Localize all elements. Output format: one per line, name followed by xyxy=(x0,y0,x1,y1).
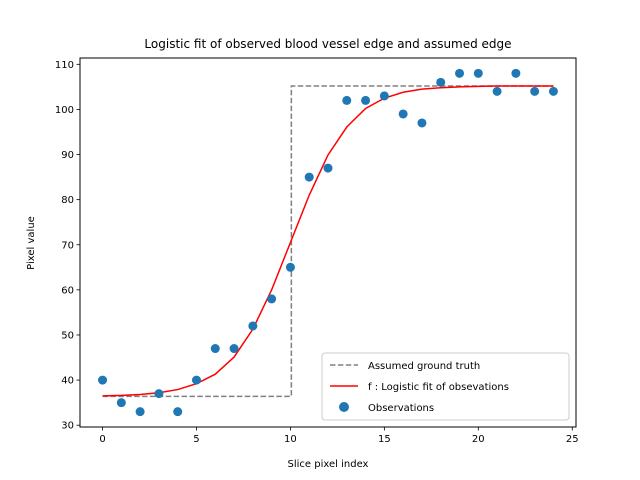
y-axis: 30 40 50 60 70 80 90 100 110 xyxy=(55,60,80,432)
observation-point xyxy=(229,344,239,354)
observation-point xyxy=(473,68,483,78)
y-tick-label: 30 xyxy=(61,421,74,432)
legend: Assumed ground truth f : Logistic fit of… xyxy=(321,352,570,421)
observation-point xyxy=(116,398,126,408)
legend-label-observations: Observations xyxy=(368,403,434,414)
y-tick-label: 40 xyxy=(61,376,74,387)
observation-point xyxy=(455,68,465,78)
y-tick-label: 70 xyxy=(61,240,74,251)
observation-point xyxy=(173,407,183,417)
observation-point xyxy=(304,172,314,182)
observation-point xyxy=(342,95,352,105)
observation-point xyxy=(548,86,558,96)
legend-label-ground-truth: Assumed ground truth xyxy=(368,361,480,372)
y-axis-label: Pixel value xyxy=(26,216,37,270)
x-tick-label: 15 xyxy=(378,434,391,445)
y-tick-label: 110 xyxy=(55,60,74,71)
x-axis-label: Slice pixel index xyxy=(288,459,369,470)
chart-title: Logistic fit of observed blood vessel ed… xyxy=(144,37,511,51)
x-tick-label: 0 xyxy=(99,434,105,445)
legend-label-logistic-fit: f : Logistic fit of obsevations xyxy=(368,382,509,393)
series-layer xyxy=(98,68,558,417)
x-tick-label: 5 xyxy=(193,434,199,445)
observation-point xyxy=(191,375,201,385)
y-tick-label: 80 xyxy=(61,195,74,206)
y-tick-label: 60 xyxy=(61,285,74,296)
observation-point xyxy=(210,344,220,354)
observation-point xyxy=(323,163,333,173)
observation-point xyxy=(417,118,427,128)
y-tick-label: 50 xyxy=(61,330,74,341)
observation-point xyxy=(511,68,521,78)
y-tick-label: 90 xyxy=(61,150,74,161)
plot-frame xyxy=(79,57,577,428)
x-tick-label: 20 xyxy=(472,434,485,445)
observation-point xyxy=(361,95,371,105)
legend-swatch-observations xyxy=(339,402,349,412)
observation-point xyxy=(379,91,389,101)
observation-point xyxy=(492,86,502,96)
series-line-f-logistic-fit-of-obsevations xyxy=(102,85,554,397)
observation-point xyxy=(267,294,277,304)
observation-point xyxy=(436,77,446,87)
x-axis: 0 5 10 15 20 25 xyxy=(99,427,579,445)
observation-point xyxy=(285,262,295,272)
plot-area xyxy=(98,68,558,417)
x-tick-label: 10 xyxy=(284,434,297,445)
y-tick-label: 100 xyxy=(55,105,74,116)
legend-box xyxy=(321,352,570,421)
observation-point xyxy=(398,109,408,119)
x-tick-label: 25 xyxy=(566,434,579,445)
observation-point xyxy=(154,389,164,399)
observation-point xyxy=(530,86,540,96)
observation-point xyxy=(98,375,108,385)
observation-point xyxy=(248,321,258,331)
observation-point xyxy=(135,407,145,417)
